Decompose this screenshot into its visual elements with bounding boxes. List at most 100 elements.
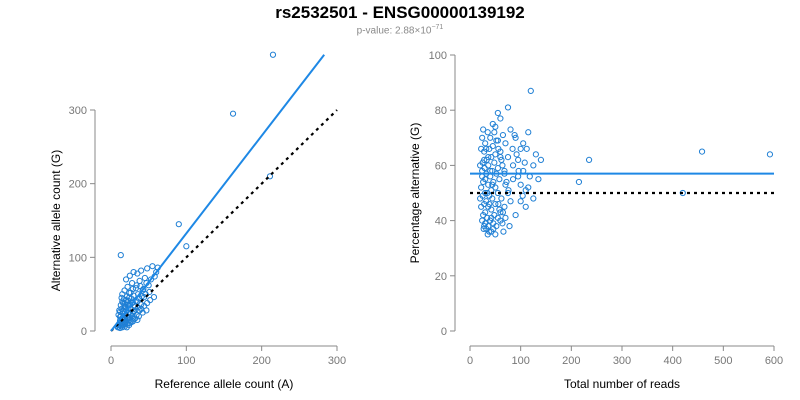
left-data-point	[144, 299, 151, 307]
left-data-point	[116, 307, 123, 314]
right-data-point	[585, 156, 593, 163]
right-data-point	[488, 206, 495, 213]
left-data-point	[137, 282, 144, 290]
right-data-point	[485, 162, 492, 169]
right-data-point	[532, 151, 539, 158]
right-data-point	[523, 145, 530, 152]
right-data-point	[495, 145, 502, 152]
right-x-tick-label: 400	[663, 355, 681, 367]
right-data-point	[486, 145, 493, 152]
right-data-point	[511, 131, 518, 139]
p-value-times: ×	[414, 25, 421, 37]
right-data-point	[519, 192, 526, 199]
left-data-point	[122, 276, 130, 283]
right-data-point	[489, 142, 496, 150]
right-data-point	[502, 181, 509, 188]
left-data-point	[175, 221, 182, 228]
right-data-point	[492, 151, 499, 158]
right-data-point	[487, 134, 494, 141]
right-data-point	[483, 145, 490, 152]
right-data-point	[480, 126, 487, 133]
right-data-point	[505, 187, 512, 194]
right-data-point	[517, 181, 524, 188]
left-data-point	[149, 263, 156, 270]
p-value-prefix: p-value: 2.88	[356, 25, 415, 37]
right-data-point	[499, 220, 506, 227]
chart-title: rs2532501 - ENSG00000139192	[275, 3, 525, 22]
right-x-tick-label: 600	[765, 355, 783, 367]
left-data-point	[118, 294, 125, 301]
left-x-tick-label: 0	[108, 355, 114, 367]
right-x-tick-label: 500	[714, 355, 732, 367]
right-data-point	[515, 156, 522, 163]
right-data-point	[488, 154, 495, 161]
right-data-point	[698, 148, 706, 155]
right-data-point	[492, 231, 499, 238]
right-data-point	[506, 223, 513, 230]
right-data-point	[499, 209, 507, 216]
right-data-point	[575, 178, 583, 186]
right-data-point	[517, 145, 524, 152]
right-y-tick-label: 20	[435, 271, 447, 283]
right-data-point	[489, 195, 496, 202]
right-data-point	[507, 126, 514, 133]
right-data-point	[512, 134, 519, 141]
right-data-point	[477, 195, 484, 202]
left-data-point	[183, 243, 190, 250]
right-data-point	[491, 129, 498, 136]
left-y-tick-label: 300	[69, 105, 87, 117]
right-data-point	[527, 87, 534, 94]
right-data-point	[497, 154, 504, 161]
left-x-axis-title: Reference allele count (A)	[155, 377, 294, 391]
right-data-point	[490, 178, 497, 186]
right-data-point	[497, 115, 504, 122]
left-x-tick-label: 100	[177, 355, 195, 367]
left-data-point	[125, 305, 132, 312]
right-data-point	[490, 225, 497, 232]
left-data-point	[126, 319, 133, 326]
left-data-point	[129, 285, 136, 293]
right-data-point	[480, 178, 487, 186]
right-data-point	[492, 200, 499, 208]
left-fit-line	[110, 54, 325, 332]
right-data-point	[488, 214, 495, 221]
right-data-point	[502, 214, 509, 221]
left-data-point	[133, 282, 140, 289]
right-data-point	[497, 209, 504, 216]
left-data-point	[130, 268, 137, 276]
right-data-point	[478, 184, 485, 191]
right-y-tick-label: 100	[429, 50, 447, 62]
left-data-point	[144, 265, 151, 272]
right-data-point	[504, 154, 512, 161]
right-data-point	[485, 154, 492, 161]
right-data-point	[513, 151, 520, 158]
left-x-tick-label: 200	[252, 355, 270, 367]
left-data-point	[150, 294, 158, 301]
right-data-point	[479, 134, 486, 141]
right-data-point	[500, 228, 507, 235]
right-data-point	[501, 203, 508, 210]
right-data-point	[478, 203, 485, 210]
right-data-point	[512, 211, 519, 219]
right-data-point	[530, 162, 537, 169]
left-data-point	[269, 51, 277, 58]
p-value-base: 10	[420, 25, 432, 37]
right-data-point	[494, 109, 501, 117]
right-y-tick-label: 0	[441, 326, 447, 338]
left-data-point	[147, 276, 155, 283]
right-data-point	[489, 181, 496, 188]
left-data-point	[128, 295, 135, 302]
left-data-point	[135, 313, 142, 320]
left-data-point	[124, 283, 131, 290]
right-x-axis-title: Total number of reads	[564, 377, 680, 391]
right-data-point	[509, 145, 516, 152]
right-data-point	[482, 140, 489, 147]
right-y-axis-title: Percentage alternative (G)	[408, 123, 422, 264]
right-y-tick-label: 40	[435, 216, 447, 228]
left-data-point	[134, 270, 141, 277]
right-data-point	[517, 198, 524, 205]
right-x-tick-label: 200	[562, 355, 580, 367]
right-data-point	[502, 140, 509, 147]
